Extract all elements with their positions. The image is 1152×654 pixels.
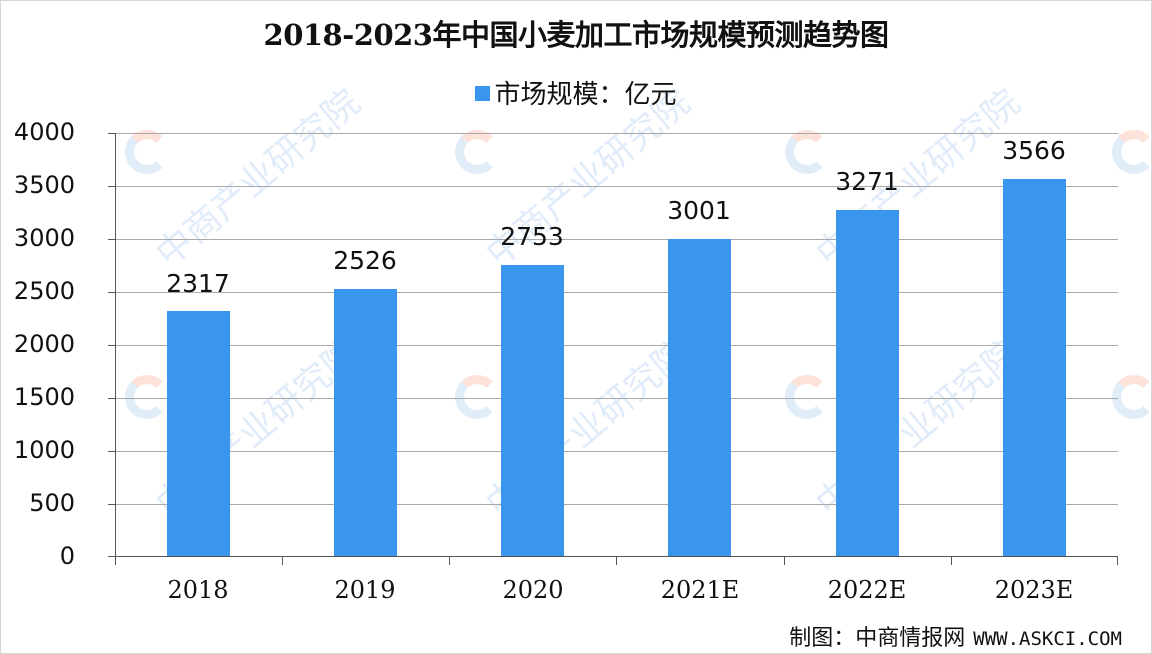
credit-url: WWW.ASKCI.COM bbox=[973, 628, 1122, 650]
y-tick bbox=[108, 504, 115, 505]
gridline bbox=[115, 239, 1118, 240]
legend: 市场规模：亿元 bbox=[0, 74, 1152, 111]
bar-2022E bbox=[836, 210, 899, 557]
gridline bbox=[115, 133, 1118, 134]
bar-value-label: 3271 bbox=[835, 167, 899, 196]
y-tick-label: 1000 bbox=[13, 436, 75, 464]
y-tick bbox=[108, 133, 115, 134]
gridline bbox=[115, 345, 1118, 346]
y-tick-label: 3000 bbox=[13, 224, 75, 252]
x-tick bbox=[282, 557, 283, 565]
y-axis-line bbox=[115, 133, 116, 557]
gridline bbox=[115, 451, 1118, 452]
y-tick bbox=[108, 398, 115, 399]
x-tick bbox=[616, 557, 617, 565]
x-axis-line bbox=[115, 556, 1118, 557]
y-tick bbox=[108, 239, 115, 240]
gridline bbox=[115, 398, 1118, 399]
y-tick-label: 1500 bbox=[13, 383, 75, 411]
watermark-logo-icon bbox=[125, 130, 169, 174]
x-tick-label: 2022E bbox=[827, 576, 907, 604]
y-tick-label: 3500 bbox=[13, 171, 75, 199]
y-tick bbox=[108, 186, 115, 187]
y-tick-label: 4000 bbox=[13, 118, 75, 146]
y-tick bbox=[108, 292, 115, 293]
bar-value-label: 3001 bbox=[667, 196, 731, 225]
legend-label: 市场规模：亿元 bbox=[494, 80, 677, 110]
watermark-logo-icon bbox=[455, 130, 499, 174]
x-tick-label: 2020 bbox=[502, 576, 564, 604]
y-tick-label: 2500 bbox=[13, 277, 75, 305]
x-tick-label: 2023E bbox=[994, 576, 1074, 604]
gridline bbox=[115, 186, 1118, 187]
x-tick bbox=[951, 557, 952, 565]
bar-2018 bbox=[167, 311, 230, 557]
bar-2023E bbox=[1003, 179, 1066, 557]
credit-text: 制图：中商情报网 bbox=[789, 626, 966, 651]
x-tick bbox=[1117, 557, 1118, 565]
y-tick-label: 2000 bbox=[13, 330, 75, 358]
bar-2021E bbox=[668, 239, 731, 557]
watermark-logo-icon bbox=[785, 375, 829, 419]
chart-title: 2018-2023年中国小麦加工市场规模预测趋势图 bbox=[263, 18, 889, 52]
plot-area: 2317 2526 2753 3001 3271 3566 bbox=[108, 133, 1118, 565]
watermark-logo-icon bbox=[1112, 375, 1152, 419]
gridline bbox=[115, 504, 1118, 505]
bar-value-label: 2753 bbox=[500, 222, 564, 251]
bar-value-label: 2526 bbox=[333, 246, 397, 275]
x-tick bbox=[784, 557, 785, 565]
x-tick-label: 2018 bbox=[167, 576, 229, 604]
x-tick bbox=[115, 557, 116, 565]
watermark-logo-icon bbox=[1112, 130, 1152, 174]
legend-swatch-icon bbox=[475, 86, 491, 101]
x-tick-label: 2019 bbox=[334, 576, 396, 604]
gridline bbox=[115, 292, 1118, 293]
bar-2019 bbox=[334, 289, 397, 557]
y-tick bbox=[108, 451, 115, 452]
y-tick bbox=[108, 556, 115, 557]
x-tick-label: 2021E bbox=[660, 576, 740, 604]
watermark-logo-icon bbox=[125, 375, 169, 419]
y-tick-label: 500 bbox=[29, 489, 75, 517]
y-tick-label: 0 bbox=[59, 542, 75, 570]
watermark-logo-icon bbox=[785, 130, 829, 174]
watermark-logo-icon bbox=[455, 375, 499, 419]
bar-value-label: 2317 bbox=[166, 269, 230, 298]
bar-2020 bbox=[501, 265, 564, 557]
y-tick bbox=[108, 345, 115, 346]
bar-value-label: 3566 bbox=[1002, 136, 1066, 165]
x-tick bbox=[449, 557, 450, 565]
source-credit: 制图：中商情报网 WWW.ASKCI.COM bbox=[789, 620, 1122, 652]
